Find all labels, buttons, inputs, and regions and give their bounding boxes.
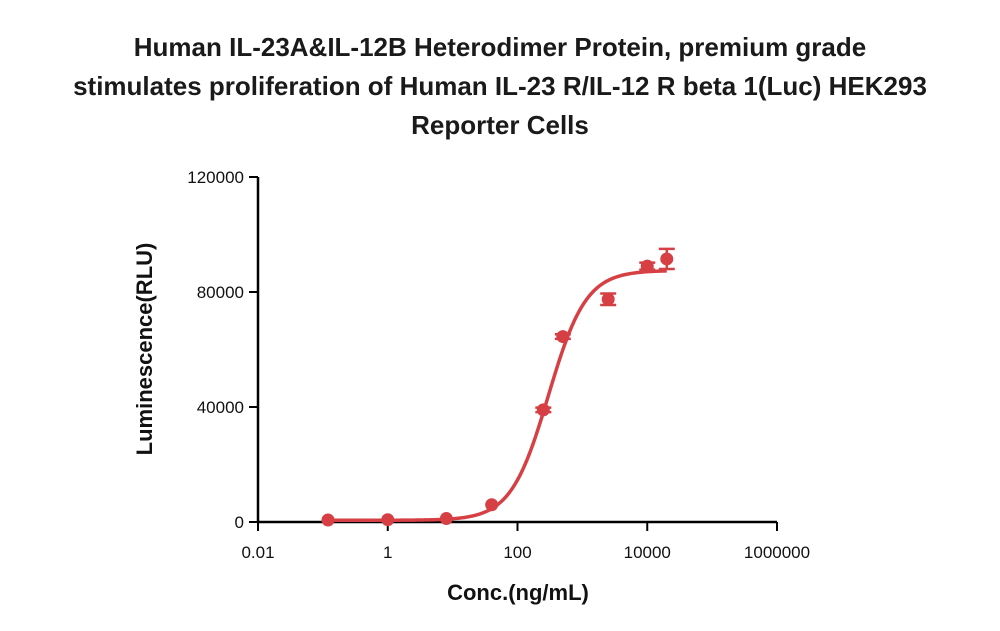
axes	[256, 177, 777, 524]
y-axis-label: Luminescence(RLU)	[132, 243, 157, 456]
chart-title-line-3: Reporter Cells	[411, 110, 589, 140]
x-axis-label: Conc.(ng/mL)	[447, 580, 589, 605]
data-point	[381, 513, 395, 527]
data-point	[660, 252, 674, 266]
data-point	[640, 259, 654, 273]
x-tick-label: 0.01	[241, 543, 274, 562]
data-point	[439, 512, 453, 526]
x-tick-label: 100	[503, 543, 531, 562]
x-tick-label: 10000	[624, 543, 671, 562]
y-tick-label: 0	[235, 513, 244, 532]
y-tick-label: 80000	[197, 283, 244, 302]
x-tick-label: 1000000	[744, 543, 810, 562]
data-point	[536, 403, 550, 417]
x-tick-label: 1	[383, 543, 392, 562]
fit-curve-layer	[328, 269, 667, 523]
y-tick-label: 120000	[187, 168, 244, 187]
fit-curve	[328, 269, 667, 523]
chart-title-line-2: stimulates proliferation of Human IL-23 …	[73, 71, 927, 101]
data-points	[321, 247, 675, 527]
y-tick-label: 40000	[197, 398, 244, 417]
data-point	[556, 330, 570, 344]
chart-title-line-1: Human IL-23A&IL-12B Heterodimer Protein,…	[133, 32, 867, 62]
data-point	[321, 513, 335, 527]
ticks: 0.01 1 100 10000 1000000 0 40000 80000 120000	[187, 168, 810, 562]
data-point	[485, 498, 499, 512]
chart-title: Human IL-23A&IL-12B Heterodimer Protein,…	[0, 28, 1000, 145]
data-point	[601, 292, 615, 306]
